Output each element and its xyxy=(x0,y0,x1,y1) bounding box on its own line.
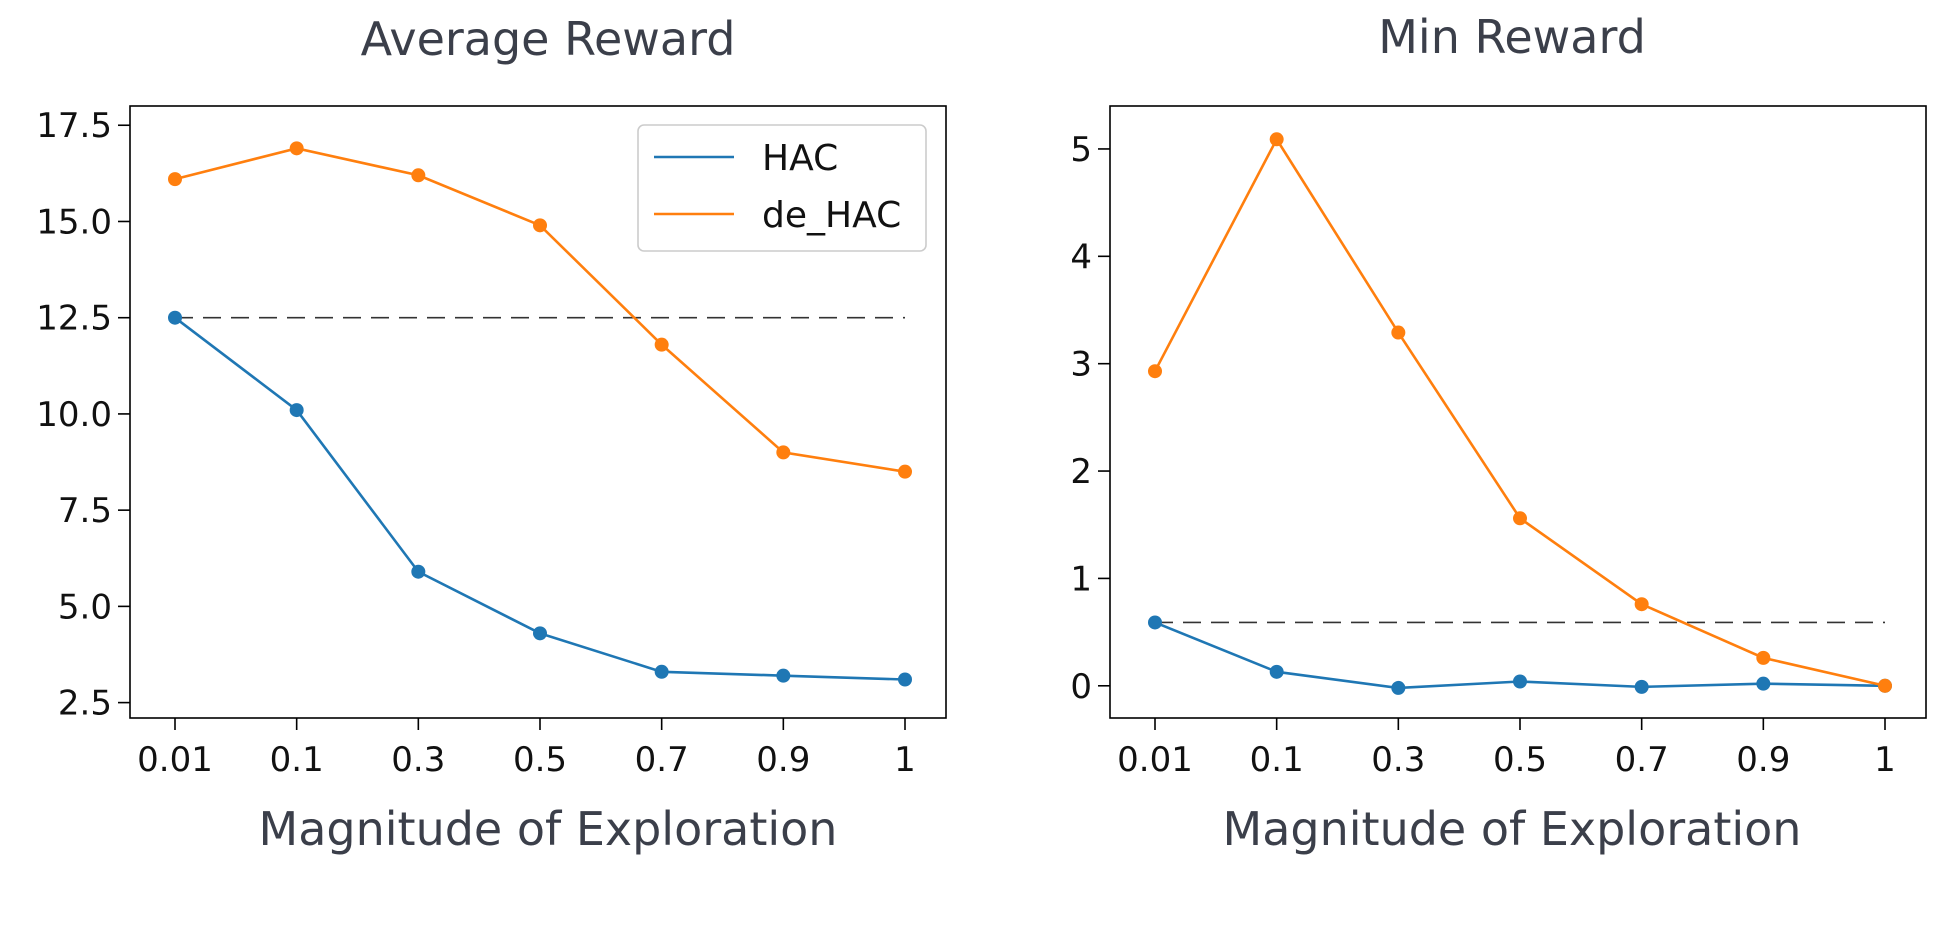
plot-frame xyxy=(1109,105,1927,719)
x-tick-label: 0.7 xyxy=(635,740,689,780)
x-tick-label: 0.3 xyxy=(391,740,445,780)
y-tick-label: 1 xyxy=(1070,559,1092,599)
data-point-hac xyxy=(411,564,426,579)
data-point-de-hac xyxy=(1756,650,1771,665)
x-tick-label: 0.9 xyxy=(1736,740,1790,780)
data-point-hac xyxy=(533,626,547,641)
y-tick-label: 4 xyxy=(1070,237,1092,277)
data-point-de-hac xyxy=(411,168,426,183)
data-point-hac xyxy=(168,310,182,325)
data-point-de-hac xyxy=(898,464,912,479)
legend-label-de-hac: de_HAC xyxy=(762,195,901,236)
x-tick-label: 0.5 xyxy=(513,740,567,780)
plot-frame xyxy=(129,105,947,719)
data-point-hac xyxy=(1269,664,1284,679)
y-tick-label: 2 xyxy=(1070,452,1092,492)
x-axis-label: Magnitude of Exploration xyxy=(1223,802,1802,856)
data-point-hac xyxy=(1634,679,1649,694)
data-point-hac xyxy=(1756,676,1771,691)
x-tick-label: 1 xyxy=(894,740,916,780)
x-tick-label: 1 xyxy=(1874,740,1896,780)
y-tick-label: 10.0 xyxy=(36,395,112,435)
data-point-hac xyxy=(1391,680,1406,695)
data-point-de-hac xyxy=(776,445,791,460)
x-axis-label: Magnitude of Exploration xyxy=(259,802,838,856)
data-point-de-hac xyxy=(1513,511,1527,526)
data-point-de-hac xyxy=(654,337,669,352)
y-tick-label: 3 xyxy=(1070,345,1092,385)
chart-title: Average Reward xyxy=(361,12,736,66)
data-point-de-hac xyxy=(1878,678,1892,693)
y-tick-label: 0 xyxy=(1070,667,1092,707)
data-point-hac xyxy=(776,668,791,683)
data-point-hac xyxy=(1148,615,1162,630)
y-tick-label: 17.5 xyxy=(36,106,112,146)
chart-title: Min Reward xyxy=(1378,10,1646,64)
x-tick-label: 0.9 xyxy=(756,740,810,780)
y-tick-label: 5.0 xyxy=(58,587,112,627)
plot-layer: 0 1 2 3 4 5 0.01 0.1 0.3 0.5 0.7 0.9 1 xyxy=(1070,130,1895,780)
x-tick-label: 0.01 xyxy=(137,740,213,780)
y-tick-label: 15.0 xyxy=(36,202,112,242)
y-tick-label: 5 xyxy=(1070,130,1092,170)
average-reward-panel: Average Reward 2.5 5.0 7.5 10.0 12.5 15.0 17.5… xyxy=(36,12,947,856)
y-tick-label: 12.5 xyxy=(36,299,112,339)
data-point-hac xyxy=(1513,674,1527,689)
y-tick-label: 7.5 xyxy=(58,491,112,531)
x-tick-label: 0.1 xyxy=(1250,740,1304,780)
series-line-hac xyxy=(174,316,906,681)
data-point-de-hac xyxy=(1148,364,1162,379)
data-point-de-hac xyxy=(533,218,547,233)
data-point-hac xyxy=(654,664,669,679)
series-line-de-hac xyxy=(1153,136,1886,688)
plot-layer: 2.5 5.0 7.5 10.0 12.5 15.0 17.5 0.01 0.1 0.3 0.5 0.… xyxy=(36,106,916,780)
legend: HAC de_HAC xyxy=(637,124,927,252)
data-point-hac xyxy=(898,672,912,687)
legend-label-hac: HAC xyxy=(762,138,838,179)
min-reward-panel: Min Reward 0 1 2 3 4 5 0.01 0.1 0.3 0.5 0.7 0.9 1 Ma… xyxy=(1070,10,1927,856)
x-tick-label: 0.1 xyxy=(270,740,324,780)
x-tick-label: 0.5 xyxy=(1493,740,1547,780)
data-point-hac xyxy=(289,403,304,418)
x-tick-label: 0.7 xyxy=(1615,740,1669,780)
data-point-de-hac xyxy=(289,141,304,156)
data-point-de-hac xyxy=(1269,132,1284,147)
data-point-de-hac xyxy=(168,172,182,187)
x-tick-label: 0.3 xyxy=(1371,740,1425,780)
x-tick-label: 0.01 xyxy=(1117,740,1193,780)
data-point-de-hac xyxy=(1391,325,1406,340)
y-tick-label: 2.5 xyxy=(58,684,112,724)
data-point-de-hac xyxy=(1634,597,1649,612)
